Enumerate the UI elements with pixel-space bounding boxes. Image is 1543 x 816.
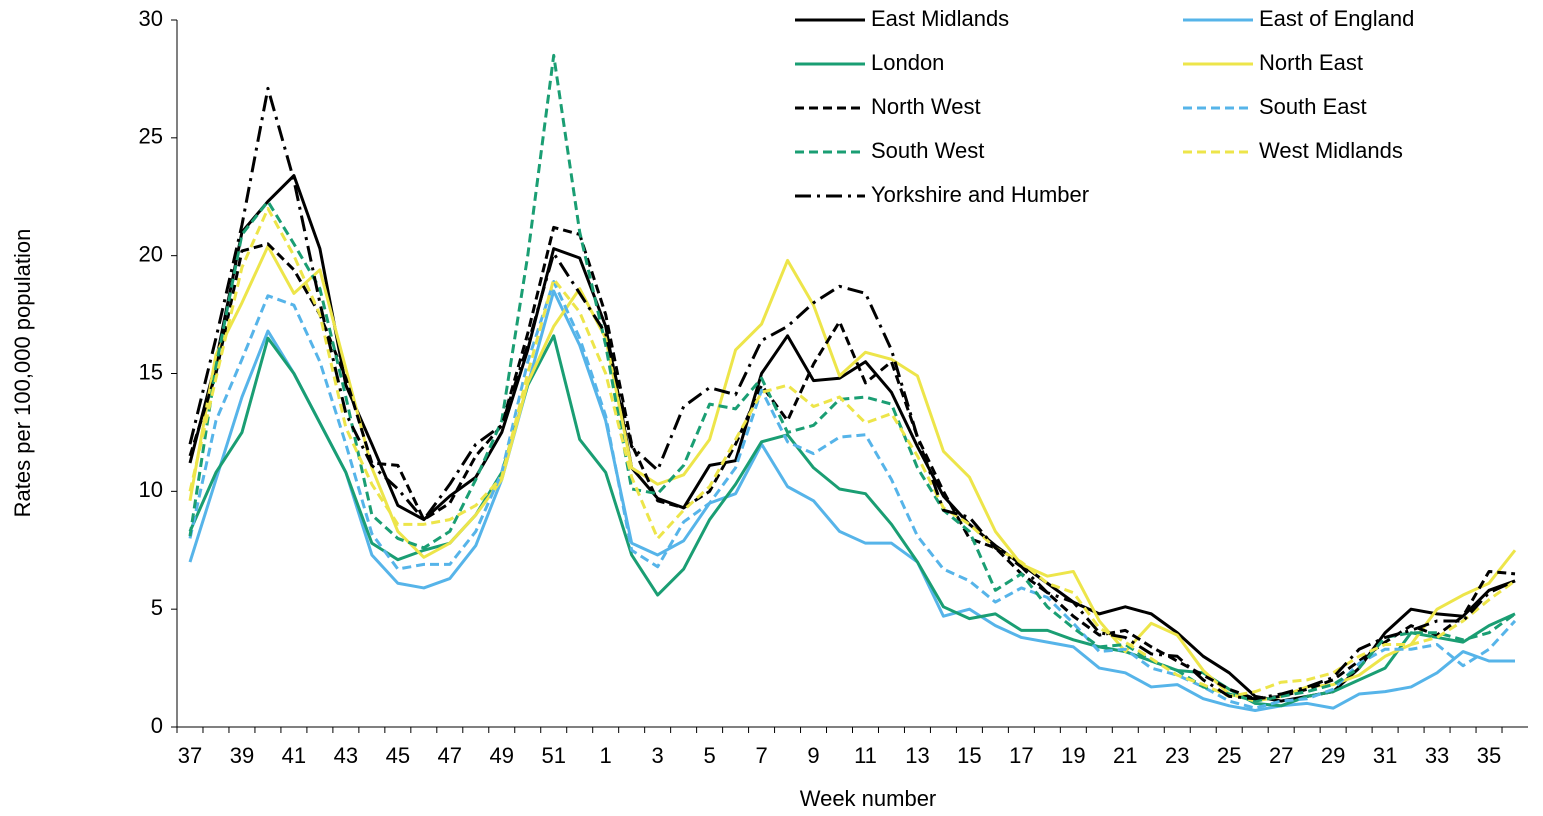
series-line — [188, 334, 1516, 708]
x-tick-label: 21 — [1113, 743, 1137, 768]
x-tick-label: 13 — [905, 743, 929, 768]
x-tick-label: 17 — [1009, 743, 1033, 768]
series-line — [188, 207, 1516, 698]
series-line — [188, 225, 1516, 701]
legend-label: South East — [1259, 94, 1367, 119]
y-tick-label: 0 — [151, 713, 163, 738]
x-tick-label: 43 — [334, 743, 358, 768]
x-tick-label: 45 — [386, 743, 410, 768]
x-tick-label: 31 — [1373, 743, 1397, 768]
legend-label: North East — [1259, 50, 1363, 75]
x-tick-label: 19 — [1061, 743, 1085, 768]
series-line — [188, 280, 1517, 710]
y-tick-label: 25 — [139, 124, 163, 149]
legend-label: London — [871, 50, 944, 75]
x-tick-label: 15 — [957, 743, 981, 768]
x-tick-label: 27 — [1269, 743, 1293, 768]
x-tick-label: 9 — [807, 743, 819, 768]
x-tick-label: 33 — [1425, 743, 1449, 768]
series-line — [188, 244, 1517, 703]
series-line — [188, 289, 1516, 712]
x-tick-label: 39 — [230, 743, 254, 768]
y-axis-title: Rates per 100,000 population — [10, 229, 35, 518]
y-tick-label: 15 — [139, 359, 163, 384]
series-line — [188, 174, 1516, 703]
legend-label: West Midlands — [1259, 138, 1403, 163]
series-line — [188, 53, 1516, 703]
legend-label: East Midlands — [871, 6, 1009, 31]
x-axis-title: Week number — [800, 786, 937, 811]
y-tick-label: 10 — [139, 477, 163, 502]
x-tick-label: 47 — [438, 743, 462, 768]
y-tick-label: 30 — [139, 6, 163, 31]
x-tick-label: 29 — [1321, 743, 1345, 768]
x-tick-label: 3 — [652, 743, 664, 768]
legend-label: East of England — [1259, 6, 1414, 31]
legend-label: North West — [871, 94, 981, 119]
x-tick-label: 37 — [178, 743, 202, 768]
x-tick-label: 23 — [1165, 743, 1189, 768]
y-tick-label: 20 — [139, 241, 163, 266]
legend-label: Yorkshire and Humber — [871, 182, 1089, 207]
x-tick-label: 49 — [490, 743, 514, 768]
x-tick-label: 11 — [854, 743, 877, 768]
x-tick-label: 51 — [541, 743, 565, 768]
x-tick-label: 25 — [1217, 743, 1241, 768]
series-line — [188, 86, 1516, 701]
x-tick-label: 5 — [703, 743, 715, 768]
x-tick-label: 1 — [600, 743, 612, 768]
legend-label: South West — [871, 138, 984, 163]
x-tick-label: 35 — [1477, 743, 1501, 768]
y-tick-label: 5 — [151, 595, 163, 620]
x-tick-label: 7 — [755, 743, 767, 768]
x-tick-label: 41 — [282, 743, 306, 768]
